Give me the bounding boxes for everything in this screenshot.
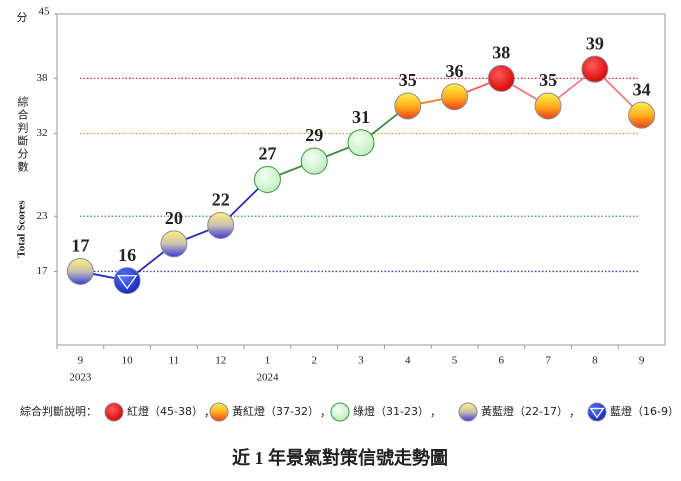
year-label: 2024 xyxy=(256,372,279,384)
x-tick-label: 3 xyxy=(358,355,364,367)
y-tick-label: 45 xyxy=(39,6,51,18)
value-label: 31 xyxy=(352,107,370,127)
signal-circle xyxy=(587,402,607,422)
signal-circle xyxy=(487,64,515,92)
signal-marker xyxy=(628,101,656,129)
y-axis-label: 綜合判斷分數 xyxy=(16,95,29,174)
signal-marker xyxy=(394,92,422,120)
x-tick-label: 8 xyxy=(592,355,598,367)
x-tick-label: 1 xyxy=(265,355,271,367)
signal-circle xyxy=(253,166,281,193)
signal-marker xyxy=(253,166,281,193)
legend-label: 黃紅燈（37-32） xyxy=(232,404,319,418)
y-tick-label: 23 xyxy=(37,210,49,222)
signal-marker xyxy=(441,83,469,111)
legend-separator: ， xyxy=(430,406,441,419)
signal-triangle xyxy=(589,407,605,419)
signal-marker xyxy=(207,211,235,239)
legend-marker xyxy=(104,402,124,422)
legend-label: 藍燈（16-9） xyxy=(610,404,679,418)
value-label: 35 xyxy=(539,70,557,90)
x-tick-label: 6 xyxy=(499,355,505,367)
y-tick-label: 38 xyxy=(37,72,49,84)
signal-circle xyxy=(209,402,229,422)
signal-circle xyxy=(534,92,562,120)
x-tick-label: 10 xyxy=(122,355,134,367)
legend-marker xyxy=(209,402,229,422)
signal-marker xyxy=(300,147,328,175)
signal-triangle xyxy=(116,274,138,290)
signal-circle xyxy=(66,257,94,285)
signal-circle xyxy=(330,402,350,422)
legend-marker xyxy=(587,402,607,422)
signal-circle xyxy=(441,83,469,111)
year-label: 2023 xyxy=(69,372,92,384)
x-tick-label: 9 xyxy=(78,355,84,367)
chart-title: 近 1 年景氣對策信號走勢圖 xyxy=(232,447,448,468)
signal-circle xyxy=(628,101,656,129)
x-tick-label: 7 xyxy=(545,355,551,367)
legend-title: 綜合判斷說明： xyxy=(20,404,97,418)
value-label: 20 xyxy=(165,208,183,228)
x-tick-label: 4 xyxy=(405,355,411,367)
x-tick-label: 5 xyxy=(452,355,458,367)
value-label: 36 xyxy=(446,61,464,81)
value-label: 34 xyxy=(633,79,651,99)
value-label: 38 xyxy=(492,42,510,62)
signal-circle xyxy=(458,402,478,422)
legend-marker xyxy=(330,402,350,422)
legend-separator: ， xyxy=(320,406,331,419)
x-tick-label: 9 xyxy=(639,355,645,367)
signal-circle xyxy=(113,267,141,295)
value-label: 35 xyxy=(399,70,417,90)
signal-circle xyxy=(207,211,235,239)
signal-circle xyxy=(581,55,609,83)
legend-label: 綠燈（31-23） xyxy=(353,404,429,418)
signal-marker xyxy=(487,64,515,92)
legend-label: 紅燈（45-38） xyxy=(127,404,203,418)
signal-marker xyxy=(160,230,188,258)
y-tick-label: 32 xyxy=(37,127,48,139)
plot-frame xyxy=(56,13,666,346)
signal-circle xyxy=(300,147,328,175)
x-tick-label: 12 xyxy=(215,355,226,367)
signal-marker xyxy=(581,55,609,83)
signal-circle xyxy=(394,92,422,120)
legend-marker xyxy=(458,402,478,422)
signal-marker xyxy=(113,267,141,295)
signal-circle xyxy=(160,230,188,258)
signal-marker xyxy=(534,92,562,120)
signal-marker xyxy=(66,257,94,285)
value-label: 39 xyxy=(586,33,604,53)
value-label: 22 xyxy=(212,190,230,210)
x-tick-label: 2 xyxy=(311,355,317,367)
y-unit: 分 xyxy=(17,11,28,24)
signal-marker xyxy=(347,129,375,157)
signal-circle xyxy=(104,402,124,422)
signal-circle xyxy=(347,129,375,157)
legend-separator: ， xyxy=(569,406,580,419)
y-tick-label: 17 xyxy=(37,265,49,277)
legend-separator: ， xyxy=(204,406,215,419)
value-label: 29 xyxy=(305,125,323,145)
value-label: 16 xyxy=(118,245,136,265)
legend-label: 黃藍燈（22-17） xyxy=(481,404,568,418)
x-tick-label: 11 xyxy=(169,355,180,367)
value-label: 27 xyxy=(258,144,276,164)
value-label: 17 xyxy=(71,236,89,256)
y-axis-label-en: Total Scores xyxy=(16,200,28,258)
